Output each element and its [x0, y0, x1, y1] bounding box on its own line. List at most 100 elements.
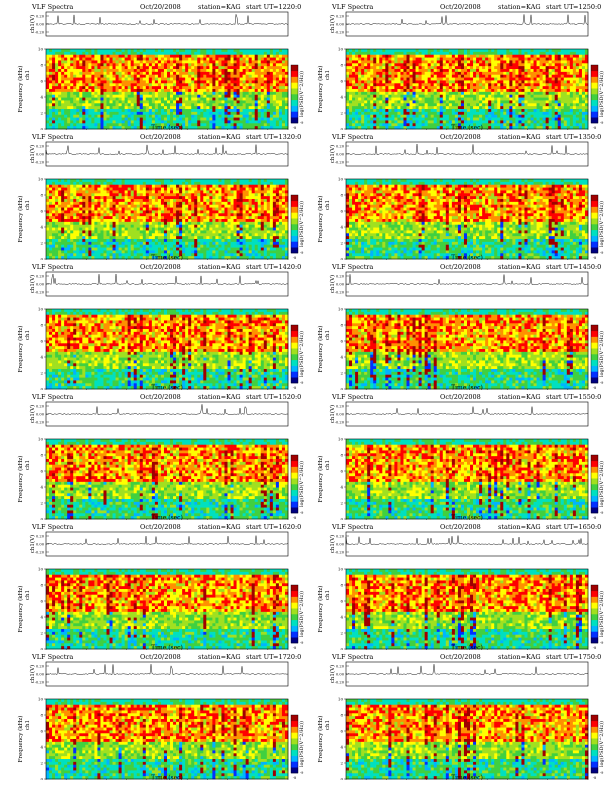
panel-start-label: start UT: [246, 523, 273, 531]
amplitude-axis-label: ch1(V): [329, 15, 336, 33]
x-axis-label: Time (sec): [151, 515, 183, 521]
colorbar-segment: [591, 738, 598, 745]
channel-label: ch1: [325, 70, 331, 80]
colorbar-tick-label: -9: [300, 511, 303, 515]
spectrogram-cells: [46, 49, 289, 130]
colorbar-segment: [591, 247, 598, 254]
amplitude-trace: [345, 664, 589, 676]
y-tick-label: 8: [340, 713, 343, 718]
amplitude-tick-label: -0.20: [335, 161, 345, 165]
spectrogram-svg: 0.200.00-0.20ch1(V)024681001020304050607…: [17, 11, 305, 130]
colorbar-segment: [291, 489, 298, 496]
y-tick-label: 10: [338, 47, 344, 52]
colorbar-segment: [291, 637, 298, 644]
colorbar-label: log(PSD(V^2/Hz)): [298, 591, 305, 637]
panel-title: VLF Spectra: [32, 133, 73, 141]
colorbar-frame: [590, 714, 599, 774]
colorbar-segment: [291, 224, 298, 231]
colorbar-segment: [591, 625, 598, 632]
y-tick-label: 10: [338, 307, 344, 312]
y-tick-label: 4: [40, 615, 43, 620]
amplitude-axis-label: ch1(V): [29, 145, 36, 163]
amplitude-tick-label: 0.20: [336, 15, 345, 19]
panel-start-time: =1250:0: [573, 3, 601, 11]
amplitude-axis-label: ch1(V): [329, 535, 336, 553]
colorbar-tick-label: -9: [300, 771, 303, 775]
colorbar-segment: [591, 111, 598, 118]
y-tick-label: 2: [40, 111, 43, 116]
colorbar-segment: [591, 507, 598, 514]
y-tick-label: 6: [40, 729, 43, 734]
colorbar-segment: [591, 596, 598, 603]
y-tick-label: 8: [40, 193, 43, 198]
panel-station: station=KAG: [198, 523, 241, 531]
y-tick-label: 2: [40, 371, 43, 376]
x-axis-label: Time (sec): [451, 645, 483, 651]
spectrogram-panel: VLF Spectra Oct/20/2008 station=KAG start U…: [306, 132, 606, 260]
colorbar-tick-label: -8: [293, 386, 296, 390]
colorbar-label: log(PSD(V^2/Hz)): [598, 721, 605, 767]
spectrogram-cells: [46, 569, 289, 650]
y-tick-label: 8: [340, 323, 343, 328]
panel-station: station=KAG: [198, 653, 241, 661]
y-tick-label: 8: [40, 323, 43, 328]
panel-start-time: =1450:0: [573, 263, 601, 271]
y-tick-label: 0: [40, 647, 43, 651]
spectrogram-cells: [346, 439, 589, 520]
colorbar-segment: [291, 608, 298, 615]
colorbar-segment: [591, 82, 598, 89]
colorbar-label: log(PSD(V^2/Hz)): [298, 71, 305, 117]
y-tick-label: 10: [38, 567, 44, 572]
panel-date: Oct/20/2008: [440, 3, 481, 11]
colorbar-segment: [291, 336, 298, 343]
colorbar-frame: [590, 194, 599, 254]
spectrogram-panel: VLF Spectra Oct/20/2008 station=KAG start U…: [306, 652, 606, 780]
colorbar-segment: [591, 117, 598, 124]
colorbar-label: log(PSD(V^2/Hz)): [298, 461, 305, 507]
colorbar-segment: [291, 602, 298, 609]
colorbar-segment: [591, 732, 598, 739]
colorbar-segment: [291, 585, 298, 592]
channel-label: ch1: [325, 720, 331, 730]
colorbar-segment: [591, 637, 598, 644]
colorbar-segment: [291, 761, 298, 768]
panel-station: station=KAG: [498, 263, 541, 271]
colorbar-segment: [291, 755, 298, 762]
colorbar-tick-label: -9: [300, 381, 303, 385]
panel-title: VLF Spectra: [332, 393, 373, 401]
y-axis-label: Frequency (kHz): [317, 326, 324, 373]
amplitude-tick-label: 0.00: [36, 543, 45, 547]
channel-label: ch1: [25, 70, 31, 80]
y-tick-label: 0: [40, 777, 43, 781]
amplitude-trace: [345, 14, 589, 26]
panel-start-label: start UT: [546, 393, 573, 401]
colorbar-segment: [591, 241, 598, 248]
amplitude-trace: [45, 664, 289, 676]
y-tick-label: 10: [338, 437, 344, 442]
amplitude-tick-label: -0.20: [335, 291, 345, 295]
colorbar-segment: [291, 749, 298, 756]
colorbar-segment: [591, 229, 598, 236]
colorbar-segment: [291, 99, 298, 106]
amplitude-tick-label: -0.20: [35, 31, 45, 35]
spectrogram-panel: VLF Spectra Oct/20/2008 station=KAG start U…: [6, 522, 306, 650]
y-tick-label: 8: [340, 453, 343, 458]
panel-title: VLF Spectra: [332, 3, 373, 11]
colorbar-tick-label: -8: [293, 126, 296, 130]
colorbar-tick-label: -8: [593, 776, 596, 780]
panel-start-label: start UT: [546, 263, 573, 271]
y-tick-label: 2: [40, 761, 43, 766]
colorbar-segment: [591, 212, 598, 219]
colorbar-segment: [591, 76, 598, 83]
spectrogram-cells: [346, 49, 589, 130]
colorbar-segment: [291, 241, 298, 248]
panel-station: station=KAG: [498, 3, 541, 11]
colorbar-segment: [591, 460, 598, 467]
panel-station: station=KAG: [498, 393, 541, 401]
amplitude-trace: [345, 274, 589, 286]
colorbar-tick-label: -9: [600, 121, 603, 125]
panel-start-label: start UT: [246, 133, 273, 141]
panel-station: station=KAG: [198, 3, 241, 11]
panel-date: Oct/20/2008: [440, 393, 481, 401]
spectrogram-cells: [46, 439, 289, 520]
